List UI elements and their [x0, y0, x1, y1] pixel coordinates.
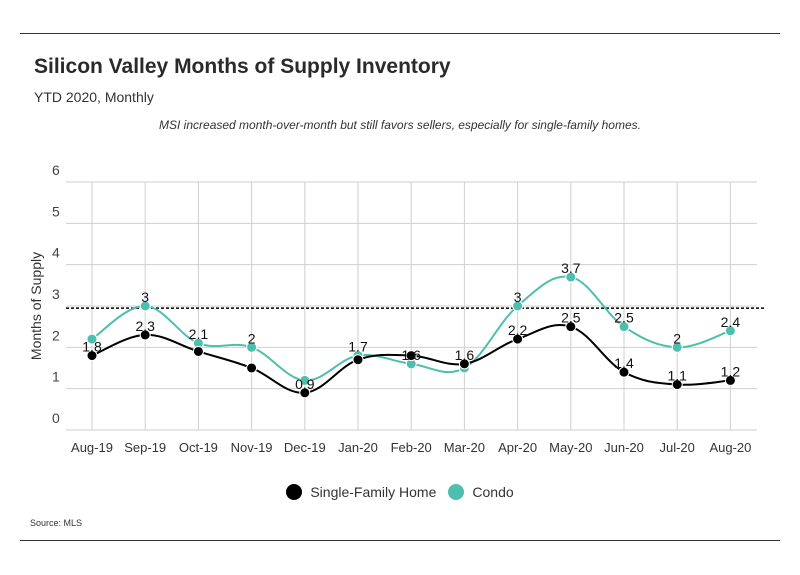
x-tick-label: Aug-19 [71, 440, 113, 455]
x-tick-label: Feb-20 [391, 440, 432, 455]
chart-title: Silicon Valley Months of Supply Inventor… [34, 55, 451, 78]
legend-label-condo: Condo [472, 484, 514, 500]
x-tick-label: Apr-20 [498, 440, 537, 455]
legend-swatch-single-family [286, 484, 303, 500]
y-tick-label: 2 [52, 327, 60, 343]
legend-label-single-family: Single-Family Home [310, 484, 437, 500]
y-axis-title: Months of Supply [28, 252, 44, 360]
data-point-condo [139, 300, 151, 312]
data-point-single-family [671, 379, 683, 391]
data-label-single-family: 2.2 [508, 322, 528, 338]
data-label-single-family: 1.6 [455, 347, 475, 363]
data-label-condo: 2 [248, 330, 256, 346]
data-point-condo [299, 374, 311, 386]
data-label-single-family: 0.9 [295, 376, 315, 392]
series-group [86, 271, 736, 399]
data-label-single-family: 1.4 [614, 355, 634, 371]
data-label-single-family: 2.5 [561, 310, 581, 326]
chart-subtitle: YTD 2020, Monthly [34, 89, 154, 105]
y-tick-label: 1 [52, 369, 60, 385]
data-point-single-family [139, 329, 151, 341]
data-point-single-family [565, 321, 577, 333]
data-point-single-family [512, 333, 524, 345]
x-tick-label: Oct-19 [179, 440, 218, 455]
top-rule [20, 33, 780, 34]
axes: 0 1 2 3 4 5 6 Aug-19 Sep-19 Oct-19 Nov-19 Dec-19 Jan… [28, 162, 751, 455]
y-tick-label: 3 [52, 286, 60, 302]
x-tick-label: May-20 [549, 440, 592, 455]
x-tick-label: Jun-20 [604, 440, 644, 455]
grid [66, 181, 757, 431]
data-label-condo: 3 [514, 289, 522, 305]
data-point-single-family [192, 345, 204, 357]
data-point-condo [86, 333, 98, 345]
data-labels: 1.8 2.3 0.9 1.6 2.2 2.5 1.4 1.1 1.2 3 2.1 2 1.7 1.6 3 3… [82, 260, 740, 392]
chart-note: MSI increased month-over-month but still… [159, 118, 641, 132]
x-tick-label: Jan-20 [338, 440, 378, 455]
data-point-single-family [405, 350, 417, 362]
data-point-single-family [352, 354, 364, 366]
legend-item-single-family[interactable]: Single-Family Home [286, 484, 436, 500]
data-point-condo [246, 341, 258, 353]
data-point-single-family [458, 358, 470, 370]
y-tick-label: 4 [52, 245, 60, 261]
data-point-single-family [246, 362, 258, 374]
x-tick-label: Nov-19 [231, 440, 273, 455]
data-point-condo [565, 271, 577, 283]
x-tick-label: Sep-19 [124, 440, 166, 455]
bottom-rule [20, 540, 780, 541]
data-point-single-family [724, 374, 736, 386]
data-point-condo [618, 321, 630, 333]
data-label-single-family: 1.8 [82, 339, 102, 355]
y-tick-label: 5 [52, 203, 60, 219]
data-label-condo: 1.6 [401, 347, 421, 363]
x-tick-label: Dec-19 [284, 440, 326, 455]
x-tick-label: Mar-20 [444, 440, 485, 455]
data-point-single-family [86, 350, 98, 362]
legend-item-condo[interactable]: Condo [448, 484, 514, 500]
legend-swatch-condo [448, 484, 465, 500]
y-tick-label: 0 [52, 410, 60, 426]
data-label-condo: 3 [141, 289, 149, 305]
x-tick-label: Aug-20 [709, 440, 751, 455]
data-label-condo: 2.4 [721, 314, 741, 330]
data-label-single-family: 1.2 [721, 363, 741, 379]
data-label-condo: 3.7 [561, 260, 581, 276]
data-label-condo: 2 [673, 330, 681, 346]
data-label-single-family: 2.3 [135, 318, 155, 334]
data-label-single-family: 1.1 [667, 368, 687, 384]
data-point-single-family [618, 366, 630, 378]
y-tick-label: 6 [52, 162, 60, 178]
data-point-condo [724, 325, 736, 337]
source-note: Source: MLS [30, 518, 83, 528]
legend: Single-Family Home Condo [0, 484, 800, 500]
data-label-condo: 1.7 [348, 339, 368, 355]
data-point-condo [512, 300, 524, 312]
x-tick-label: Jul-20 [659, 440, 694, 455]
data-point-condo [671, 341, 683, 353]
data-point-single-family [299, 387, 311, 399]
data-label-condo: 2.5 [614, 310, 634, 326]
data-label-condo: 2.1 [189, 326, 209, 342]
